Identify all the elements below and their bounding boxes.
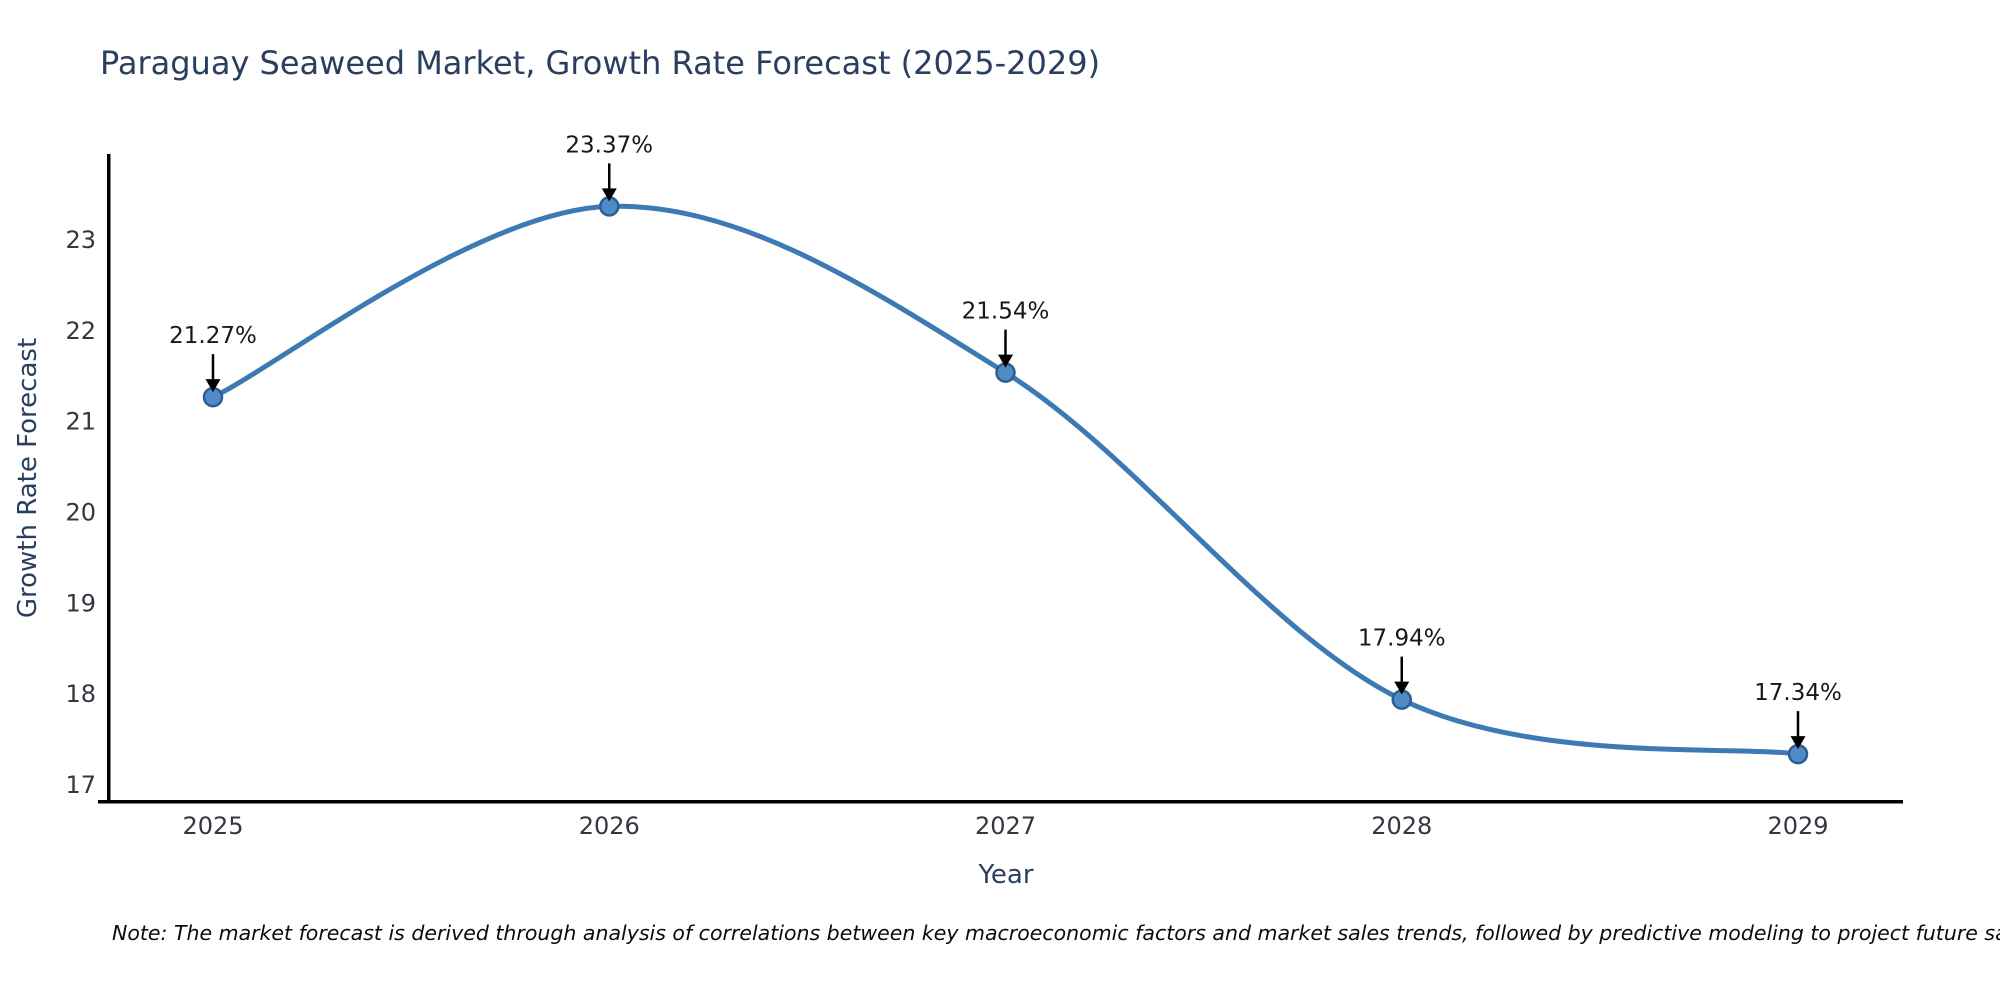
annotation-arrowhead bbox=[998, 354, 1013, 368]
footnote: Note: The market forecast is derived thr… bbox=[112, 921, 2000, 945]
y-tick-label: 22 bbox=[65, 317, 96, 345]
y-tick-label: 21 bbox=[65, 408, 96, 436]
annotation-arrowhead bbox=[205, 379, 221, 393]
chart-title: Paraguay Seaweed Market, Growth Rate For… bbox=[100, 44, 1101, 82]
x-axis-line bbox=[98, 800, 1903, 804]
x-tick-label: 2027 bbox=[975, 812, 1036, 840]
y-tick-label: 19 bbox=[65, 589, 96, 617]
annotation-label: 21.27% bbox=[169, 323, 257, 349]
annotation-label: 21.54% bbox=[962, 299, 1050, 325]
annotation-arrowhead bbox=[1394, 681, 1410, 695]
y-axis-title: Growth Rate Forecast bbox=[13, 337, 43, 619]
x-axis-title: Year bbox=[978, 860, 1034, 890]
annotation-label: 17.34% bbox=[1754, 680, 1842, 706]
annotation-arrowhead bbox=[1790, 736, 1806, 750]
y-tick-label: 17 bbox=[65, 771, 96, 799]
x-tick-label: 2028 bbox=[1371, 812, 1432, 840]
y-tick-label: 20 bbox=[65, 499, 96, 527]
annotation-label: 23.37% bbox=[565, 132, 653, 158]
trend-line bbox=[210, 203, 1801, 757]
y-tick-label: 18 bbox=[65, 680, 96, 708]
x-tick-label: 2029 bbox=[1767, 812, 1828, 840]
annotation-label: 17.94% bbox=[1358, 626, 1446, 652]
annotation-arrowhead bbox=[601, 188, 617, 202]
y-axis-line bbox=[107, 154, 111, 804]
y-tick-label: 23 bbox=[65, 226, 96, 254]
x-tick-label: 2025 bbox=[182, 812, 243, 840]
x-tick-label: 2026 bbox=[579, 812, 640, 840]
